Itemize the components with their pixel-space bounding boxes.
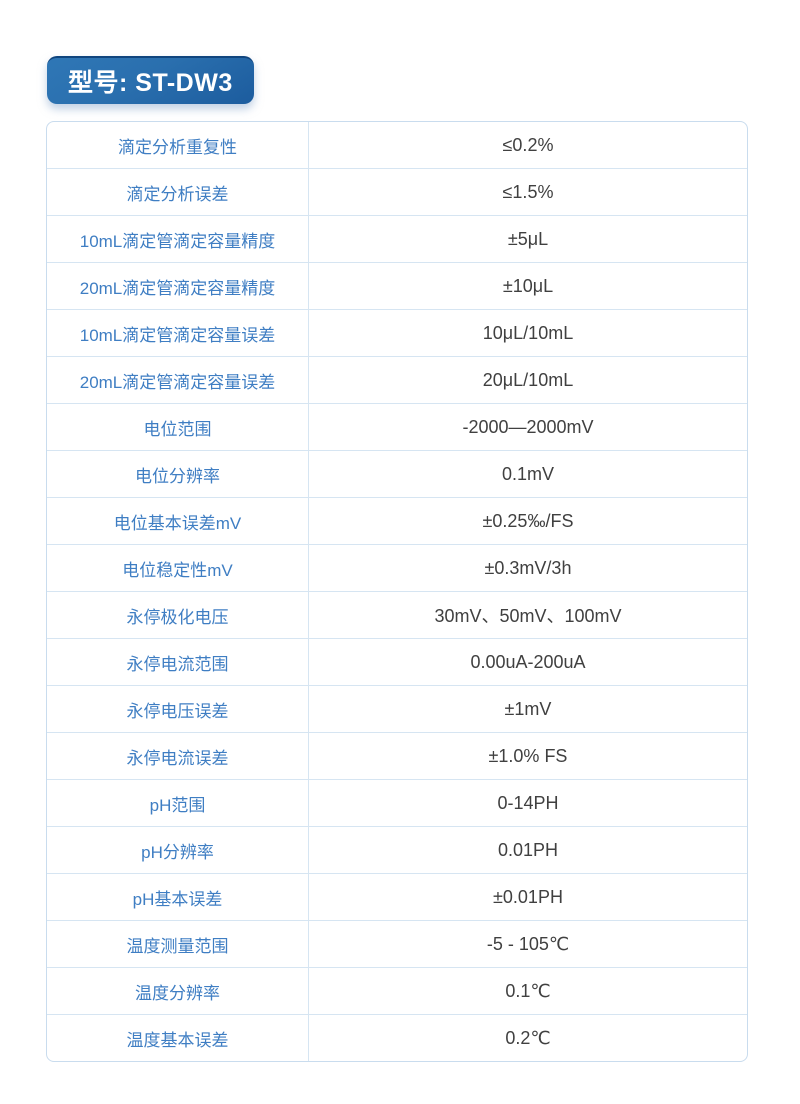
spec-label: 温度测量范围	[47, 921, 309, 967]
spec-row: 温度测量范围 -5 - 105℃	[47, 921, 747, 968]
spec-table: 滴定分析重复性 ≤0.2% 滴定分析误差 ≤1.5% 10mL滴定管滴定容量精度…	[46, 121, 748, 1062]
spec-label: 20mL滴定管滴定容量误差	[47, 357, 309, 403]
spec-value: 0.1℃	[505, 980, 551, 1001]
spec-value: -5 - 105℃	[486, 933, 570, 954]
spec-value: ±5μL	[507, 228, 549, 249]
spec-row: 10mL滴定管滴定容量误差 10μL/10mL	[47, 310, 747, 357]
spec-row: 温度分辨率 0.1℃	[47, 968, 747, 1015]
spec-row: 电位基本误差mV ±0.25‰/FS	[47, 498, 747, 545]
spec-value: ±1mV	[504, 698, 552, 719]
spec-value: ±0.01PH	[493, 886, 563, 907]
spec-label: pH范围	[47, 780, 309, 826]
spec-row: pH范围 0-14PH	[47, 780, 747, 827]
spec-value: 0.00uA-200uA	[470, 651, 586, 672]
spec-row: 永停电流范围 0.00uA-200uA	[47, 639, 747, 686]
spec-label: 电位稳定性mV	[47, 545, 309, 591]
spec-label: 电位基本误差mV	[47, 498, 309, 544]
spec-label: 温度分辨率	[47, 968, 309, 1014]
spec-row: pH分辨率 0.01PH	[47, 827, 747, 874]
spec-label: 20mL滴定管滴定容量精度	[47, 263, 309, 309]
spec-value: 0-14PH	[497, 792, 559, 813]
spec-value: 10μL/10mL	[482, 322, 574, 343]
model-badge: 型号: ST-DW3	[47, 56, 254, 104]
spec-value: 0.1mV	[501, 463, 555, 484]
spec-value: 0.2℃	[505, 1027, 551, 1048]
spec-label: 电位分辨率	[47, 451, 309, 497]
spec-row: 20mL滴定管滴定容量精度 ±10μL	[47, 263, 747, 310]
spec-value: ±1.0% FS	[488, 745, 568, 766]
spec-row: 电位稳定性mV ±0.3mV/3h	[47, 545, 747, 592]
spec-row: 电位范围 -2000—2000mV	[47, 404, 747, 451]
spec-label: pH基本误差	[47, 874, 309, 920]
spec-label: 永停电压误差	[47, 686, 309, 732]
spec-row: 永停极化电压 30mV、50mV、100mV	[47, 592, 747, 639]
spec-row: 永停电流误差 ±1.0% FS	[47, 733, 747, 780]
spec-value: -2000—2000mV	[462, 416, 594, 437]
spec-row: 温度基本误差 0.2℃	[47, 1015, 747, 1061]
spec-value: ±0.25‰/FS	[482, 510, 574, 531]
spec-row: 10mL滴定管滴定容量精度 ±5μL	[47, 216, 747, 263]
spec-label: 永停极化电压	[47, 592, 309, 638]
spec-value: ≤0.2%	[502, 134, 554, 155]
spec-label: 滴定分析误差	[47, 169, 309, 215]
spec-label: 滴定分析重复性	[47, 122, 309, 168]
spec-row: 滴定分析重复性 ≤0.2%	[47, 122, 747, 169]
spec-row: 电位分辨率 0.1mV	[47, 451, 747, 498]
spec-label: pH分辨率	[47, 827, 309, 873]
spec-value: ≤1.5%	[502, 181, 554, 202]
spec-label: 永停电流误差	[47, 733, 309, 779]
spec-label: 永停电流范围	[47, 639, 309, 685]
spec-label: 10mL滴定管滴定容量精度	[47, 216, 309, 262]
spec-value: 0.01PH	[497, 839, 559, 860]
spec-value: 20μL/10mL	[482, 369, 574, 390]
spec-value: ±0.3mV/3h	[484, 557, 572, 578]
spec-row: 20mL滴定管滴定容量误差 20μL/10mL	[47, 357, 747, 404]
spec-value: 30mV、50mV、100mV	[434, 606, 622, 626]
spec-row: pH基本误差 ±0.01PH	[47, 874, 747, 921]
spec-value: ±10μL	[502, 275, 554, 296]
spec-label: 电位范围	[47, 404, 309, 450]
spec-label: 10mL滴定管滴定容量误差	[47, 310, 309, 356]
spec-label: 温度基本误差	[47, 1015, 309, 1061]
spec-row: 滴定分析误差 ≤1.5%	[47, 169, 747, 216]
spec-row: 永停电压误差 ±1mV	[47, 686, 747, 733]
